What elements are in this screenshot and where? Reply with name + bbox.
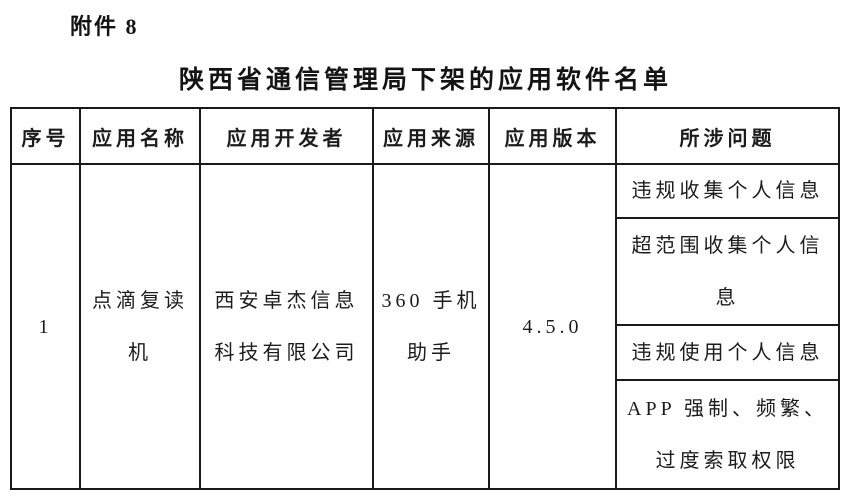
attachment-label: 附件 8 [70,14,139,39]
cell-app-name: 点滴复读 机 [79,163,201,490]
column-header-serial: 序号 [10,107,81,165]
column-header-app-name: 应用名称 [79,107,201,165]
table-row: 超范围收集个人信 息 [11,217,840,326]
cell-source: 360 手机 助手 [372,163,490,490]
app-removal-table: 序号 应用名称 应用开发者 应用来源 应用版本 所涉问题 1 点滴复读 机 西安… [10,107,840,490]
cell-version: 4.5.0 [488,163,617,490]
cell-developer: 西安卓杰信息 科技有限公司 [199,163,374,490]
table-row: 1 点滴复读 机 西安卓杰信息 科技有限公司 360 手机 助手 4.5.0 违… [10,163,840,490]
column-header-developer: 应用开发者 [199,107,374,165]
column-header-version: 应用版本 [488,107,617,165]
table-header-row: 序号 应用名称 应用开发者 应用来源 应用版本 所涉问题 [10,107,840,165]
column-header-issues: 所涉问题 [615,107,840,165]
cell-issue-4: APP 强制、频繁、 过度索取权限 [615,379,840,490]
cell-issue-3: 违规使用个人信息 [615,324,840,381]
table-row: 违规使用个人信息 [11,324,840,381]
cell-serial-number: 1 [10,163,81,490]
cell-issue-1: 违规收集个人信息 [615,163,840,219]
column-header-source: 应用来源 [372,107,490,165]
cell-issue-2: 超范围收集个人信 息 [615,217,840,326]
page-title: 陕西省通信管理局下架的应用软件名单 [178,67,672,94]
table-row: APP 强制、频繁、 过度索取权限 [11,379,840,490]
